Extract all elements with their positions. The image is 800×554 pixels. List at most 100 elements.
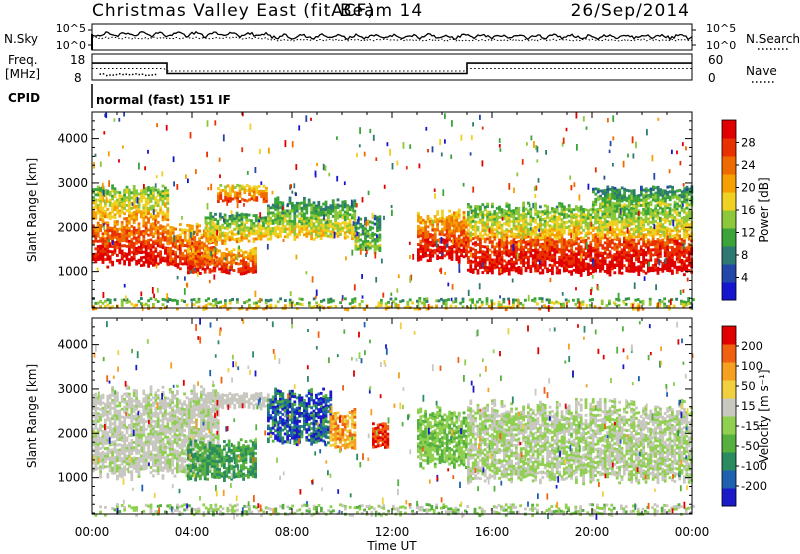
- heatmap-cell: [315, 209, 318, 213]
- heatmap-cell: [259, 216, 263, 220]
- heatmap-cell: [128, 191, 131, 195]
- heatmap-cell: [116, 228, 119, 231]
- heatmap-cell: [215, 259, 219, 263]
- heatmap-cell: [519, 240, 523, 244]
- heatmap-cell: [219, 305, 222, 309]
- heatmap-cell: [198, 224, 201, 228]
- heatmap-cell: [582, 221, 585, 224]
- heatmap-cell: [238, 229, 241, 233]
- heatmap-cell: [366, 247, 370, 251]
- heatmap-cell: [142, 245, 146, 249]
- heatmap-cell: [630, 254, 633, 258]
- heatmap-cell: [625, 243, 629, 247]
- heatmap-cell: [652, 198, 655, 202]
- heatmap-cell: [603, 217, 607, 221]
- heatmap-cell: [111, 237, 114, 241]
- heatmap-cell: [101, 182, 104, 190]
- heatmap-cell: [142, 196, 146, 200]
- heatmap-cell: [498, 254, 501, 258]
- heatmap-cell: [179, 259, 182, 263]
- heatmap-cell: [627, 246, 631, 250]
- heatmap-cell: [485, 297, 489, 301]
- heatmap-cell: [567, 214, 571, 218]
- heatmap-cell: [303, 220, 306, 224]
- heatmap-cell: [658, 301, 662, 305]
- heatmap-cell: [373, 217, 377, 221]
- heatmap-cell: [324, 208, 328, 212]
- heatmap-cell: [577, 232, 581, 236]
- nave-tick-60: 60: [708, 53, 723, 67]
- heatmap-cell: [140, 302, 143, 306]
- heatmap-cell: [491, 261, 494, 264]
- heatmap-cell: [560, 303, 563, 306]
- heatmap-cell: [512, 260, 516, 264]
- heatmap-cell: [108, 226, 112, 230]
- heatmap-cell: [154, 247, 158, 251]
- heatmap-cell: [259, 227, 263, 231]
- heatmap-cell: [481, 252, 485, 256]
- heatmap-cell: [223, 265, 226, 268]
- heatmap-cell: [242, 251, 245, 255]
- heatmap-cell: [671, 251, 674, 255]
- heatmap-cell: [664, 189, 667, 193]
- heatmap-cell: [448, 220, 451, 223]
- heatmap-cell: [522, 256, 525, 260]
- heatmap-cell: [224, 193, 227, 197]
- heatmap-cell: [317, 303, 321, 307]
- heatmap-cell: [147, 299, 150, 303]
- heatmap-cell: [417, 227, 420, 231]
- heatmap-cell: [113, 298, 117, 302]
- heatmap-cell: [503, 217, 506, 220]
- heatmap-cell: [529, 210, 533, 214]
- heatmap-cell: [312, 297, 316, 301]
- heatmap-cell: [96, 193, 100, 197]
- heatmap-cell: [592, 203, 595, 207]
- heatmap-cell: [171, 298, 174, 302]
- heatmap-cell: [315, 220, 318, 224]
- heatmap-cell: [685, 191, 689, 194]
- heatmap-cell: [584, 226, 588, 230]
- heatmap-cell: [94, 260, 98, 264]
- heatmap-cell: [671, 185, 674, 189]
- heatmap-cell: [507, 262, 511, 266]
- heatmap-cell: [123, 188, 126, 192]
- heatmap-cell: [567, 259, 571, 263]
- heatmap-cell: [663, 236, 667, 240]
- heatmap-cell: [312, 237, 316, 241]
- heatmap-cell: [132, 249, 136, 253]
- heatmap-cell: [154, 231, 158, 235]
- heatmap-cell: [457, 239, 461, 243]
- heatmap-cell: [615, 228, 619, 231]
- heatmap-cell: [259, 224, 263, 228]
- heatmap-cell: [611, 204, 614, 208]
- heatmap-cell: [541, 248, 545, 251]
- heatmap-cell: [341, 216, 345, 220]
- noise-lines: [91, 30, 693, 50]
- heatmap-cell: [555, 248, 559, 251]
- heatmap-cell: [519, 261, 523, 265]
- heatmap-cell: [575, 215, 578, 219]
- heatmap-cell: [668, 253, 672, 257]
- heatmap-cell: [596, 253, 600, 256]
- freq-label-line1: Freq.: [8, 53, 38, 67]
- heatmap-cell: [140, 215, 143, 219]
- heatmap-cell: [96, 221, 100, 225]
- heatmap-cell: [469, 231, 473, 235]
- heatmap-cell: [591, 229, 595, 232]
- heatmap-cell: [351, 216, 354, 220]
- heatmap-cell: [250, 219, 253, 223]
- heatmap-cell: [671, 238, 674, 242]
- heatmap-cell: [315, 230, 318, 234]
- heatmap-cell: [652, 188, 655, 191]
- heatmap-cell: [474, 254, 477, 258]
- heatmap-cell: [197, 305, 201, 309]
- heatmap-cell: [517, 268, 521, 272]
- heatmap-cell: [503, 264, 506, 268]
- heatmap-cell: [236, 298, 239, 302]
- heatmap-cell: [536, 233, 540, 237]
- heatmap-cell: [517, 225, 521, 229]
- heatmap-cell: [628, 205, 631, 208]
- heatmap-cell: [512, 222, 516, 226]
- heatmap-cell: [567, 230, 571, 234]
- heatmap-cell: [519, 234, 523, 238]
